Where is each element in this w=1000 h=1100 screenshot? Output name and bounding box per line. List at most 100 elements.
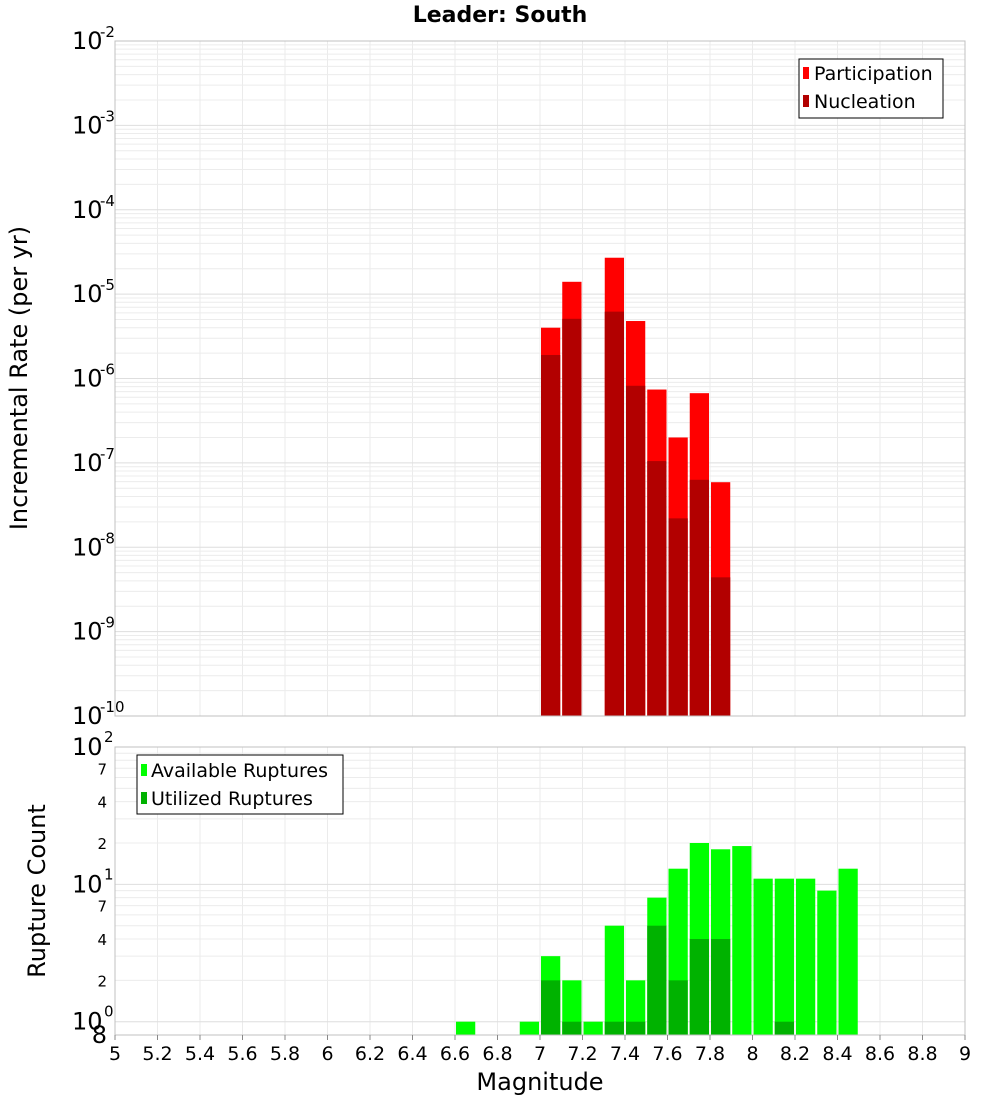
- x-tick-label: 8.2: [780, 1043, 810, 1065]
- nucleation-bar: [647, 461, 667, 716]
- svg-text:-5: -5: [100, 276, 115, 294]
- nucleation-bar: [689, 479, 709, 716]
- utilized-ruptures-bar: [626, 1021, 646, 1035]
- top-y-tick-label: 10-8: [72, 529, 115, 561]
- x-tick-label: 6: [321, 1043, 333, 1065]
- x-tick-label: 6.8: [482, 1043, 512, 1065]
- x-tick-label: 5.8: [270, 1043, 300, 1065]
- svg-text:10: 10: [72, 533, 103, 561]
- bottom-y-tick-label: 7: [97, 760, 107, 778]
- utilized-ruptures-bar: [689, 939, 709, 1035]
- bottom-y-tick-label: 4: [97, 794, 107, 812]
- top-plot-border: [114, 40, 966, 717]
- x-tick-label: 7.4: [610, 1043, 640, 1065]
- top-y-tick-label: 10-4: [72, 192, 115, 224]
- svg-text:4: 4: [97, 931, 107, 949]
- x-tick-label: 5.6: [227, 1043, 257, 1065]
- utilized-ruptures-bar: [668, 980, 688, 1035]
- bottom-y-tick-label: 10 1: [72, 865, 114, 898]
- top-legend: Participation Nucleation: [798, 58, 944, 119]
- svg-text:10: 10: [72, 196, 103, 224]
- bottom-y-tick-label: 4: [97, 931, 107, 949]
- x-tick-label: 7.6: [652, 1043, 682, 1065]
- available-ruptures-bar: [583, 1021, 603, 1035]
- utilized-ruptures-bar: [604, 1021, 624, 1035]
- svg-text:10: 10: [72, 27, 103, 55]
- utilized-ruptures-bar: [541, 980, 561, 1035]
- top-y-tick-label: 10-6: [72, 361, 115, 393]
- x-axis-label: Magnitude: [476, 1068, 603, 1096]
- svg-text:8: 8: [92, 1021, 107, 1049]
- bottom-legend: Available Ruptures Utilized Ruptures: [136, 754, 344, 815]
- legend-label: Participation: [814, 63, 933, 85]
- x-tick-label: 7: [534, 1043, 546, 1065]
- nucleation-bar: [668, 518, 688, 716]
- available-ruptures-bar: [519, 1021, 539, 1035]
- svg-text:10: 10: [72, 111, 103, 139]
- x-tick-label: 8.8: [907, 1043, 937, 1065]
- svg-text:4: 4: [97, 794, 107, 812]
- svg-text:-3: -3: [100, 107, 115, 125]
- available-ruptures-bar: [626, 980, 646, 1035]
- svg-text:10: 10: [72, 702, 103, 730]
- svg-text:-2: -2: [100, 23, 115, 41]
- svg-text:-9: -9: [100, 614, 115, 632]
- top-y-tick-label: 10-10: [72, 698, 125, 730]
- svg-text:0: 0: [104, 1003, 114, 1021]
- svg-text:10: 10: [72, 733, 103, 761]
- available-ruptures-bar: [562, 980, 582, 1035]
- svg-text:10: 10: [72, 870, 103, 898]
- nucleation-bar: [711, 577, 731, 716]
- bottom-y-axis-label: Rupture Count: [23, 804, 51, 978]
- x-tick-label: 5: [109, 1043, 121, 1065]
- svg-text:10: 10: [72, 618, 103, 646]
- nucleation-bar: [541, 354, 561, 716]
- bottom-y-tick-label: 8: [92, 1021, 107, 1049]
- top-y-tick-label: 10-2: [72, 23, 115, 55]
- svg-text:10: 10: [72, 1008, 103, 1036]
- available-ruptures-bar: [604, 925, 624, 1035]
- legend-label: Available Ruptures: [151, 760, 328, 782]
- bottom-y-tick-label: 2: [97, 972, 107, 990]
- available-ruptures-bar: [732, 846, 752, 1035]
- nucleation-bar: [626, 385, 646, 716]
- x-tick-label: 8.6: [865, 1043, 895, 1065]
- svg-text:10: 10: [72, 449, 103, 477]
- top-plot-area: 10-1010-910-810-710-610-510-410-310-2Par…: [72, 23, 966, 730]
- available-ruptures-bar: [774, 878, 794, 1035]
- x-tick-label: 6.2: [355, 1043, 385, 1065]
- top-y-tick-label: 10-7: [72, 445, 115, 477]
- svg-text:7: 7: [97, 898, 107, 916]
- utilized-ruptures-bar: [647, 925, 667, 1035]
- x-tick-label: 5.2: [142, 1043, 172, 1065]
- svg-text:-7: -7: [100, 445, 115, 463]
- chart-title: Leader: South: [413, 3, 588, 28]
- svg-text:-4: -4: [100, 192, 115, 210]
- top-y-tick-label: 10-3: [72, 107, 115, 139]
- available-ruptures-bar: [456, 1021, 476, 1035]
- x-tick-label: 6.4: [397, 1043, 427, 1065]
- x-tick-label: 6.6: [440, 1043, 470, 1065]
- svg-text:-6: -6: [100, 361, 115, 379]
- top-y-tick-label: 10-5: [72, 276, 115, 308]
- available-ruptures-bar: [796, 878, 816, 1035]
- svg-text:7: 7: [97, 760, 107, 778]
- legend-label: Nucleation: [814, 91, 916, 113]
- top-y-tick-label: 10-9: [72, 614, 115, 646]
- legend-swatch: [141, 764, 147, 776]
- available-ruptures-bar: [753, 878, 773, 1035]
- bottom-y-tick-label: 10 2: [72, 728, 114, 761]
- legend-swatch: [141, 792, 147, 804]
- svg-text:10: 10: [72, 280, 103, 308]
- utilized-ruptures-bar: [562, 1021, 582, 1035]
- x-tick-label: 7.2: [567, 1043, 597, 1065]
- svg-text:2: 2: [97, 835, 107, 853]
- bottom-y-tick-label: 7: [97, 898, 107, 916]
- legend-swatch: [803, 67, 809, 79]
- available-ruptures-bar: [817, 890, 837, 1035]
- legend-swatch: [803, 95, 809, 107]
- x-tick-label: 7.8: [695, 1043, 725, 1065]
- x-tick-label: 9: [959, 1043, 971, 1065]
- nucleation-bar: [562, 318, 582, 716]
